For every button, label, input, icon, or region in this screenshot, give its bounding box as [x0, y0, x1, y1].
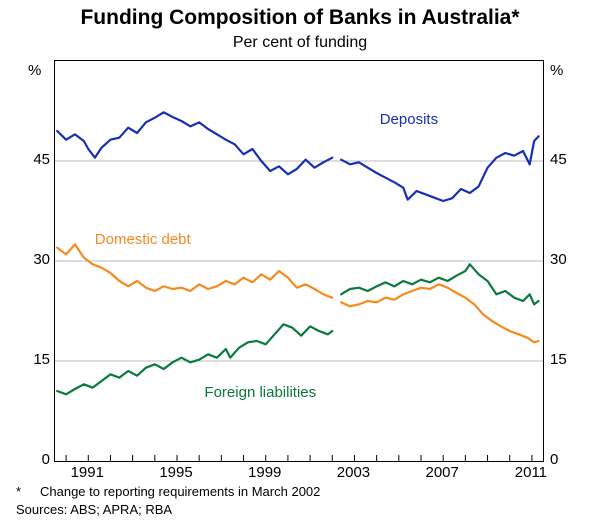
y-unit-left: % [28, 62, 41, 79]
y-tick-right: 30 [550, 251, 594, 268]
footnote-text: Change to reporting requirements in Marc… [40, 484, 320, 499]
y-tick-left: 30 [6, 251, 50, 268]
y-tick-left: 0 [6, 451, 50, 468]
y-tick-right: 0 [550, 451, 594, 468]
x-tick: 1999 [248, 464, 281, 481]
y-tick-right: 45 [550, 151, 594, 168]
plot-svg [55, 61, 543, 461]
x-tick: 2003 [337, 464, 370, 481]
y-tick-left: 15 [6, 351, 50, 368]
y-unit-right: % [550, 62, 563, 79]
footnote-marker: * [16, 484, 21, 499]
x-tick: 1995 [159, 464, 192, 481]
y-tick-right: 15 [550, 351, 594, 368]
plot-area [54, 60, 544, 462]
x-tick: 2007 [425, 464, 458, 481]
x-tick: 2011 [515, 464, 547, 481]
sources-text: Sources: ABS; APRA; RBA [16, 502, 172, 517]
x-tick: 1991 [71, 464, 104, 481]
y-tick-left: 45 [6, 151, 50, 168]
chart-container: Funding Composition of Banks in Australi… [0, 0, 600, 525]
chart-subtitle: Per cent of funding [0, 34, 600, 52]
chart-title: Funding Composition of Banks in Australi… [0, 6, 600, 30]
